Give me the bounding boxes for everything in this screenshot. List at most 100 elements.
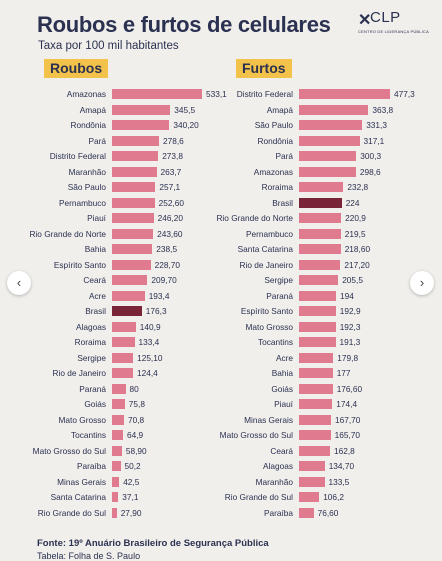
value-label: 238,5 xyxy=(156,244,178,254)
category-label: Sergipe xyxy=(264,275,293,285)
data-bar xyxy=(299,445,330,456)
data-bar xyxy=(299,492,320,502)
data-bar xyxy=(112,228,154,239)
data-bar xyxy=(299,399,333,409)
category-label: Alagoas xyxy=(76,321,106,332)
value-label: 217,20 xyxy=(344,259,370,270)
data-bar xyxy=(112,259,151,270)
data-bar xyxy=(299,197,342,208)
data-bar xyxy=(299,259,341,270)
category-label: Pará xyxy=(275,151,293,161)
data-bar xyxy=(112,197,155,208)
category-label: Maranhão xyxy=(68,166,106,177)
data-bar xyxy=(112,244,153,254)
data-bar xyxy=(112,166,157,177)
category-label: Roraima xyxy=(261,182,293,192)
furtos-header: Furtos xyxy=(236,59,292,78)
category-label: Piauí xyxy=(274,399,293,409)
category-label: Paraná xyxy=(266,290,293,301)
data-bar xyxy=(299,89,390,99)
category-label: Rio Grande do Sul xyxy=(37,507,106,518)
category-label: Minas Gerais xyxy=(57,476,106,487)
next-arrow-icon[interactable]: › xyxy=(410,271,434,295)
data-bar xyxy=(299,383,333,394)
data-bar xyxy=(112,120,170,130)
category-label: Espírito Santo xyxy=(240,306,293,316)
data-bar xyxy=(299,476,325,487)
category-label: Piauí xyxy=(87,213,106,223)
category-label: Santa Catarina xyxy=(50,492,106,502)
category-label: Tocantins xyxy=(70,430,106,440)
data-bar xyxy=(299,337,336,347)
value-label: 106,2 xyxy=(323,492,344,502)
value-label: 134,70 xyxy=(328,461,355,471)
data-bar xyxy=(112,321,136,332)
category-label: Alagoas xyxy=(263,461,293,471)
value-label: 140,9 xyxy=(139,321,161,332)
previous-arrow-icon[interactable]: ‹ xyxy=(7,271,31,295)
category-label: Ceará xyxy=(83,275,106,285)
x-icon: ✕ xyxy=(358,12,372,29)
value-label: 228,70 xyxy=(154,259,180,270)
category-label: Pernambuco xyxy=(245,228,293,239)
data-bar xyxy=(299,275,339,285)
data-bar xyxy=(299,120,363,130)
data-bar xyxy=(299,321,336,332)
value-label: 477,3 xyxy=(394,89,415,99)
value-label: 193,4 xyxy=(148,290,170,301)
category-label: Acre xyxy=(88,290,106,301)
category-label: Amazonas xyxy=(253,166,293,177)
value-label: 363,8 xyxy=(372,104,394,115)
value-label: 177 xyxy=(336,368,351,378)
source-note: Fonte: 19º Anuário Brasileiro de Seguran… xyxy=(37,538,269,549)
data-bar xyxy=(112,290,145,301)
data-bar xyxy=(299,290,336,301)
value-label: 192,3 xyxy=(339,321,361,332)
logo-subtext: CENTRO DE LIDERANÇA PÚBLICA xyxy=(358,29,429,34)
value-label: 162,8 xyxy=(334,445,355,456)
table-credit: Tabela: Folha de S. Paulo xyxy=(37,551,141,561)
data-bar xyxy=(299,414,331,425)
value-label: 331,3 xyxy=(366,120,387,130)
value-label: 133,4 xyxy=(138,337,160,347)
data-bar xyxy=(112,368,133,378)
value-label: 246,20 xyxy=(157,213,183,223)
data-bar xyxy=(112,507,117,518)
value-label: 205,5 xyxy=(342,275,363,285)
value-label: 76,60 xyxy=(317,507,339,518)
data-bar xyxy=(112,337,135,347)
data-bar xyxy=(112,445,122,456)
category-label: Amapá xyxy=(79,104,106,115)
value-label: 209,70 xyxy=(151,275,177,285)
data-bar xyxy=(112,492,119,502)
value-label: 533,1 xyxy=(206,89,227,99)
category-label: São Paulo xyxy=(254,120,293,130)
value-label: 192,9 xyxy=(339,306,361,316)
category-label: Espírito Santo xyxy=(53,259,106,270)
value-label: 176,3 xyxy=(145,306,167,316)
value-label: 220,9 xyxy=(345,213,366,223)
data-bar xyxy=(112,182,156,192)
value-label: 42,5 xyxy=(123,476,140,487)
data-bar xyxy=(112,430,123,440)
data-bar xyxy=(299,507,314,518)
data-bar xyxy=(112,213,154,223)
data-bar xyxy=(112,104,171,115)
roubos-header: Roubos xyxy=(44,59,109,78)
value-label: 75,8 xyxy=(128,399,145,409)
value-label: 300,3 xyxy=(360,151,382,161)
value-label: 273,8 xyxy=(162,151,183,161)
category-label: Amapá xyxy=(266,104,293,115)
data-bar xyxy=(299,430,331,440)
data-bar xyxy=(299,352,334,363)
category-label: Bahia xyxy=(271,368,293,378)
data-bar xyxy=(112,352,134,363)
data-bar xyxy=(299,151,357,161)
value-label: 37,1 xyxy=(122,492,139,502)
value-label: 64,9 xyxy=(127,430,144,440)
data-bar xyxy=(112,275,148,285)
value-label: 252,60 xyxy=(158,197,184,208)
value-label: 133,5 xyxy=(328,476,350,487)
category-label: Amazonas xyxy=(66,89,106,99)
value-label: 298,6 xyxy=(359,166,381,177)
